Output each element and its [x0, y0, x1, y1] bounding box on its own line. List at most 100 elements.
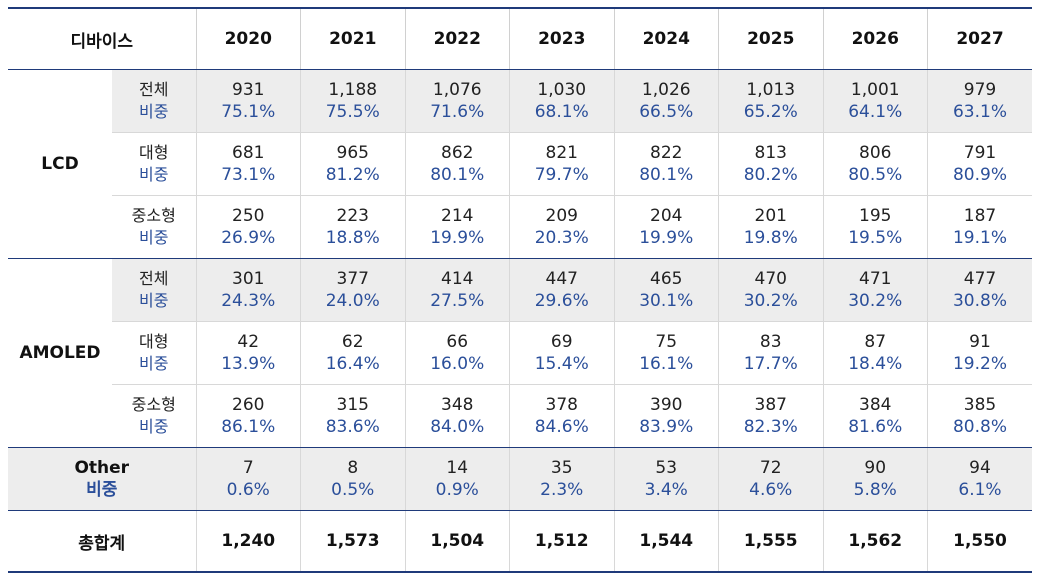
total-value: 1,555: [718, 510, 823, 573]
value-share: 19.8%: [743, 228, 798, 248]
other-category-cell: Other 비중: [8, 447, 196, 511]
value-cell: 931 75.1%: [195, 69, 301, 133]
subcategory-label: 대형: [139, 332, 169, 351]
value-cell: 62 16.4%: [300, 321, 405, 385]
value-share: 0.6%: [226, 480, 270, 500]
value-number: 53: [655, 458, 678, 478]
value-number: 315: [336, 395, 369, 415]
value-cell: 66 16.0%: [404, 321, 510, 385]
year-header: 2025: [718, 7, 823, 70]
value-cell: 385 80.8%: [927, 384, 1032, 448]
value-share: 63.1%: [952, 102, 1007, 122]
share-label: 비중: [139, 354, 169, 373]
value-number: 69: [550, 332, 573, 352]
share-label: 비중: [139, 165, 169, 184]
value-cell: 470 30.2%: [718, 258, 823, 322]
value-cell: 822 80.1%: [613, 132, 719, 196]
value-number: 75: [655, 332, 678, 352]
other-share-label: 비중: [86, 480, 118, 500]
value-share: 83.9%: [639, 417, 694, 437]
value-number: 979: [963, 80, 997, 100]
value-number: 1,026: [641, 80, 691, 100]
value-cell: 465 30.1%: [613, 258, 719, 322]
value-cell: 7 0.6%: [195, 447, 301, 511]
amoled-row: AMOLED 전체 비중 301 24.3% 377 24.0% 414 27.5% 447 29.…: [8, 258, 1032, 448]
subcategory-label: 중소형: [131, 206, 176, 225]
value-cell: 94 6.1%: [927, 447, 1032, 511]
value-share: 26.9%: [221, 228, 276, 248]
value-share: 5.8%: [853, 480, 897, 500]
value-cell: 315 83.6%: [300, 384, 405, 448]
value-cell: 979 63.1%: [927, 69, 1032, 133]
value-share: 6.1%: [958, 480, 1002, 500]
value-share: 30.2%: [743, 291, 798, 311]
total-value: 1,512: [509, 510, 614, 573]
year-header: 2027: [927, 7, 1032, 70]
value-share: 83.6%: [325, 417, 380, 437]
value-share: 18.4%: [848, 354, 903, 374]
value-cell: 806 80.5%: [822, 132, 928, 196]
value-number: 821: [545, 143, 578, 163]
total-label: 총합계: [8, 510, 196, 573]
value-number: 1,001: [850, 80, 900, 100]
value-share: 68.1%: [534, 102, 589, 122]
value-cell: 223 18.8%: [300, 195, 405, 259]
header-row: 디바이스 2020 2021 2022 2023 2024 2025 2026 …: [8, 7, 1032, 70]
value-cell: 260 86.1%: [195, 384, 301, 448]
device-header: 디바이스: [8, 7, 196, 70]
value-share: 73.1%: [221, 165, 276, 185]
value-cell: 1,188 75.5%: [300, 69, 405, 133]
year-header: 2026: [822, 7, 928, 70]
value-number: 8: [347, 458, 359, 478]
value-number: 90: [864, 458, 887, 478]
value-cell: 187 19.1%: [927, 195, 1032, 259]
total-value: 1,504: [404, 510, 510, 573]
value-cell: 87 18.4%: [822, 321, 928, 385]
value-cell: 471 30.2%: [822, 258, 928, 322]
value-number: 447: [545, 269, 578, 289]
value-share: 30.2%: [848, 291, 903, 311]
amoled-category-label: AMOLED: [8, 258, 112, 448]
value-share: 18.8%: [325, 228, 380, 248]
value-number: 348: [441, 395, 474, 415]
lcd-row: 중소형 비중 250 26.9% 223 18.8% 214 19.9% 209 20.3% 204…: [8, 195, 1032, 259]
display-shipment-table: 디바이스 2020 2021 2022 2023 2024 2025 2026 …: [8, 7, 1032, 573]
value-number: 385: [963, 395, 997, 415]
value-cell: 384 81.6%: [822, 384, 928, 448]
value-share: 16.1%: [639, 354, 694, 374]
value-cell: 1,013 65.2%: [718, 69, 823, 133]
value-share: 15.4%: [534, 354, 589, 374]
value-share: 19.5%: [848, 228, 903, 248]
value-number: 822: [650, 143, 683, 163]
value-share: 20.3%: [534, 228, 589, 248]
value-share: 75.1%: [221, 102, 276, 122]
value-number: 1,030: [537, 80, 587, 100]
value-cell: 195 19.5%: [822, 195, 928, 259]
value-cell: 1,026 66.5%: [613, 69, 719, 133]
value-number: 250: [232, 206, 265, 226]
value-share: 64.1%: [848, 102, 903, 122]
value-cell: 414 27.5%: [404, 258, 510, 322]
value-cell: 681 73.1%: [195, 132, 301, 196]
value-number: 1,076: [432, 80, 482, 100]
value-share: 80.9%: [952, 165, 1007, 185]
value-share: 71.6%: [430, 102, 485, 122]
value-number: 187: [963, 206, 997, 226]
value-share: 30.1%: [639, 291, 694, 311]
subcategory-label: 전체: [139, 80, 169, 99]
value-number: 91: [969, 332, 991, 352]
value-cell: 201 19.8%: [718, 195, 823, 259]
value-number: 931: [232, 80, 265, 100]
value-number: 862: [441, 143, 474, 163]
value-number: 260: [232, 395, 265, 415]
value-number: 204: [650, 206, 683, 226]
value-number: 965: [336, 143, 369, 163]
value-cell: 75 16.1%: [613, 321, 719, 385]
value-number: 201: [754, 206, 787, 226]
value-cell: 378 84.6%: [509, 384, 614, 448]
value-number: 14: [446, 458, 469, 478]
value-share: 27.5%: [430, 291, 485, 311]
value-number: 214: [441, 206, 474, 226]
value-number: 42: [237, 332, 260, 352]
